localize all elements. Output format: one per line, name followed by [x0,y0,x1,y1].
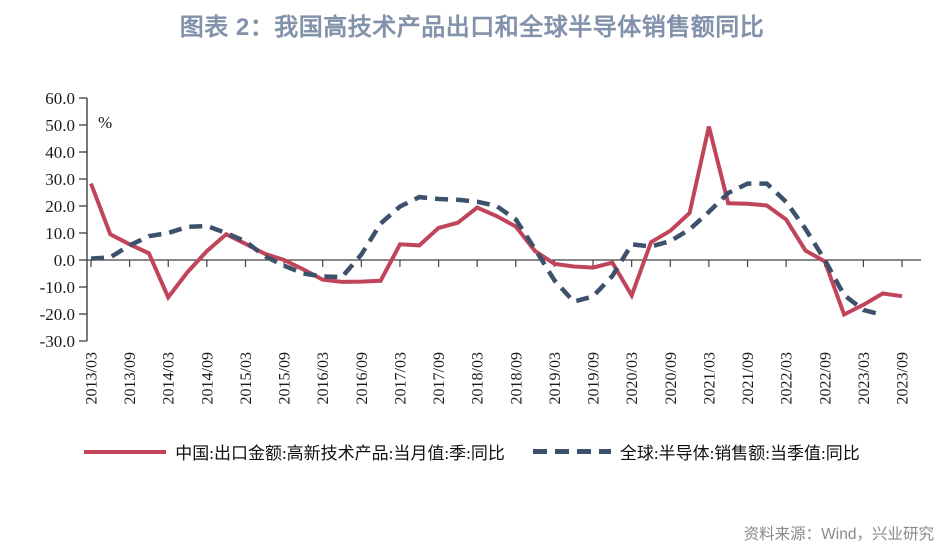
x-tick-label: 2015/09 [277,352,294,404]
x-tick-label: 2013/03 [84,352,101,404]
y-tick-label: 40.0 [45,143,75,162]
source-note: 资料来源：Wind，兴业研究 [743,526,934,543]
x-tick-label: 2019/03 [547,352,564,404]
y-tick-label: 60.0 [45,89,75,108]
x-tick-label: 2016/03 [315,352,332,404]
legend-item-global: 全球:半导体:销售额:当季值:同比 [532,439,860,464]
x-tick-label: 2023/09 [895,352,912,404]
y-tick-label: 10.0 [45,224,75,243]
x-tick-label: 2020/09 [663,352,680,404]
x-tick-label: 2014/03 [161,352,178,404]
chart-title: 图表 2：我国高技术产品出口和全球半导体销售额同比 [179,14,765,41]
x-tick-label: 2018/09 [508,352,525,404]
x-tick-label: 2014/09 [199,352,216,404]
series-line-china-exports [89,126,903,318]
x-tick-label: 2015/03 [238,352,255,404]
y-tick-label: 20.0 [45,197,75,216]
x-tick-label: 2022/09 [817,352,834,404]
chart-legend: 中国:出口金额:高新技术产品:当月值:季:同比 全球:半导体:销售额:当季值:同… [0,439,944,464]
y-tick-label: -20.0 [40,305,75,324]
x-tick-label: 2018/03 [470,352,487,404]
series-line-global-semiconductor [90,181,884,318]
x-tick-label: 2021/03 [701,352,718,404]
x-tick-label: 2019/09 [586,352,603,404]
x-tick-label: 2016/09 [354,352,371,404]
x-tick-label: 2013/09 [122,352,139,404]
legend-label-global: 全球:半导体:销售额:当季值:同比 [619,444,860,463]
unit-label: % [98,113,112,132]
legend-item-china: 中国:出口金额:高新技术产品:当月值:季:同比 [84,439,505,464]
y-tick-label: 30.0 [45,170,75,189]
x-tick-label: 2020/03 [624,352,641,404]
x-tick-label: 2022/03 [779,352,796,404]
x-tick-label: 2023/03 [856,352,873,404]
legend-label-china: 中国:出口金额:高新技术产品:当月值:季:同比 [175,444,505,463]
x-tick-label: 2017/09 [431,352,448,404]
line-chart-plot-area: 60.0 50.0 40.0 30.0 20.0 10.0 0.0 -10.0 -20.0 -30… [40,89,921,404]
x-tick-label: 2017/03 [392,352,409,404]
y-tick-label: -10.0 [40,278,75,297]
y-tick-label: 50.0 [45,116,75,135]
y-tick-label: -30.0 [40,332,75,351]
legend-line-sample-solid [84,449,167,454]
y-tick-label: 0.0 [54,251,75,270]
legend-line-sample-dashed [532,449,611,454]
x-tick-label: 2021/09 [740,352,757,404]
